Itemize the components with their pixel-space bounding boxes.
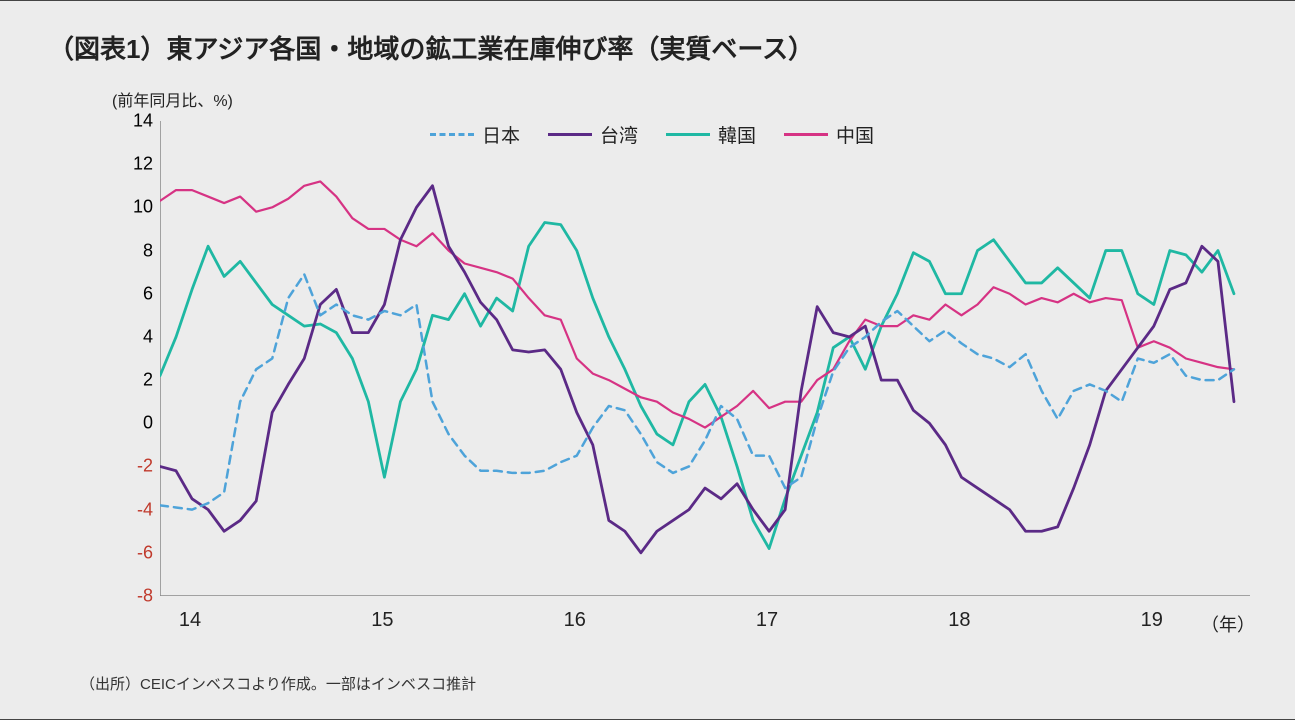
y-tick-label: 12 — [133, 154, 153, 175]
y-tick-label: 0 — [143, 413, 153, 434]
y-tick-label: 10 — [133, 197, 153, 218]
chart-source: （出所）CEICインベスコより作成。一部はインベスコ推計 — [80, 673, 476, 694]
y-tick-label: 6 — [143, 283, 153, 304]
x-tick-label: 15 — [371, 609, 393, 632]
x-axis-unit: （年） — [1201, 611, 1255, 637]
x-tick-label: 16 — [564, 609, 586, 632]
chart-panel: （図表1）東アジア各国・地域の鉱工業在庫伸び率（実質ベース） (前年同月比、%)… — [0, 0, 1295, 720]
y-tick-label: -2 — [137, 456, 153, 477]
y-tick-label: 4 — [143, 326, 153, 347]
y-tick-label: 8 — [143, 240, 153, 261]
y-tick-label: -8 — [137, 586, 153, 607]
x-tick-label: 19 — [1141, 609, 1163, 632]
chart-svg — [160, 121, 1250, 596]
x-tick-label: 17 — [756, 609, 778, 632]
y-tick-label: -4 — [137, 499, 153, 520]
x-tick-label: 18 — [948, 609, 970, 632]
chart-title: （図表1）東アジア各国・地域の鉱工業在庫伸び率（実質ベース） — [48, 29, 814, 66]
y-tick-label: 2 — [143, 370, 153, 391]
series-taiwan — [160, 186, 1234, 553]
plot-area — [160, 121, 1250, 596]
y-tick-label: -6 — [137, 542, 153, 563]
y-axis-unit: (前年同月比、%) — [112, 87, 233, 111]
x-tick-label: 14 — [179, 609, 201, 632]
y-tick-label: 14 — [133, 111, 153, 132]
